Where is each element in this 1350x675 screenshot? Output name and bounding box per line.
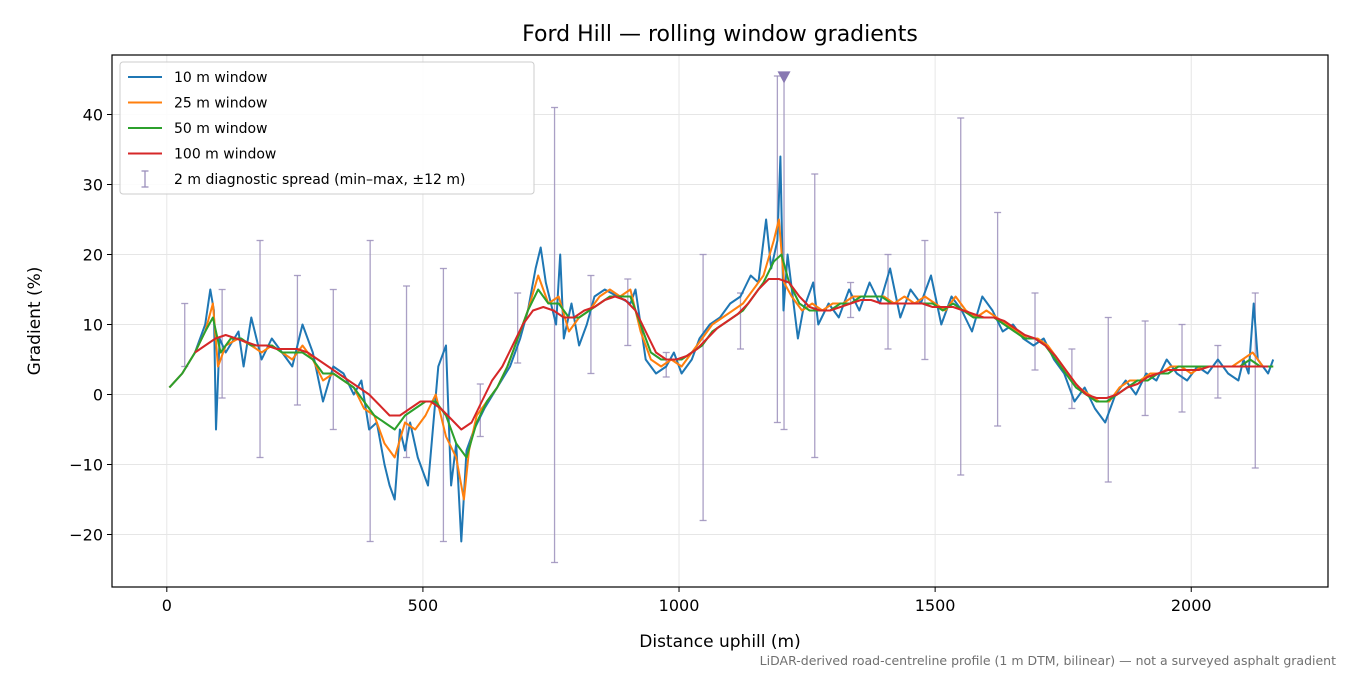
x-tick-label: 1000 bbox=[659, 596, 700, 615]
errorbar bbox=[699, 253, 707, 522]
series-line-2 bbox=[168, 218, 1274, 501]
legend: 10 m window 25 m window 50 m window 100 m w… bbox=[119, 61, 535, 195]
errorbar bbox=[921, 239, 929, 361]
legend-label: 25 m window bbox=[174, 96, 267, 112]
errorbar bbox=[1214, 344, 1222, 399]
errorbar bbox=[773, 75, 781, 424]
y-tick-label: −10 bbox=[69, 456, 103, 475]
y-tick-label: −20 bbox=[69, 526, 103, 545]
x-axis-label: Distance uphill (m) bbox=[639, 632, 800, 652]
legend-swatch bbox=[141, 170, 149, 188]
chart-title: Ford Hill — rolling window gradients bbox=[522, 22, 918, 47]
legend-label: 100 m window bbox=[174, 147, 276, 163]
y-axis: −20 −10 0 10 20 30 40 bbox=[69, 106, 112, 545]
y-tick-label: 30 bbox=[83, 176, 103, 195]
errorbar bbox=[1031, 292, 1039, 371]
y-tick-label: 40 bbox=[83, 106, 103, 125]
errorbar bbox=[439, 267, 447, 543]
series-line-4 bbox=[194, 278, 1269, 431]
line-series-group bbox=[168, 155, 1275, 543]
errorbar bbox=[811, 173, 819, 459]
legend-label: 2 m diagnostic spread (min–max, ±12 m) bbox=[174, 172, 465, 188]
legend-box bbox=[119, 61, 535, 195]
errorbar bbox=[403, 285, 411, 459]
y-tick-label: 0 bbox=[93, 386, 103, 405]
peak-marker bbox=[777, 71, 791, 84]
y-tick-label: 20 bbox=[83, 246, 103, 265]
errorbar bbox=[181, 302, 189, 368]
errorbar-series bbox=[181, 71, 1259, 564]
errorbar bbox=[366, 239, 374, 543]
errorbar bbox=[1141, 320, 1149, 417]
x-tick-label: 0 bbox=[162, 596, 172, 615]
x-tick-label: 2000 bbox=[1171, 596, 1212, 615]
y-tick-label: 10 bbox=[83, 316, 103, 335]
errorbar bbox=[847, 281, 855, 319]
errorbar bbox=[514, 292, 522, 364]
errorbar bbox=[293, 274, 301, 406]
plot-frame bbox=[111, 54, 1329, 588]
x-tick-label: 1500 bbox=[915, 596, 956, 615]
legend-label: 10 m window bbox=[174, 70, 267, 86]
errorbar bbox=[587, 274, 595, 375]
errorbar bbox=[957, 117, 965, 476]
footnote: LiDAR-derived road-centreline profile (1… bbox=[760, 653, 1336, 668]
errorbar bbox=[551, 106, 559, 564]
plot-area bbox=[168, 71, 1275, 564]
x-tick-label: 500 bbox=[408, 596, 439, 615]
legend-label: 50 m window bbox=[174, 121, 267, 137]
errorbar bbox=[329, 288, 337, 431]
y-axis-label: Gradient (%) bbox=[25, 267, 45, 376]
errorbar bbox=[736, 292, 744, 350]
marker-group bbox=[777, 71, 791, 84]
x-axis: 0 500 1000 1500 2000 bbox=[162, 587, 1212, 615]
